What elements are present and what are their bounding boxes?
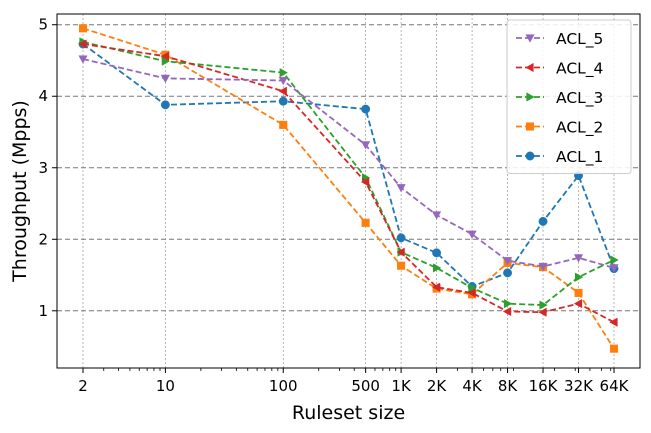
- data-point: [502, 306, 512, 317]
- data-point: [539, 300, 548, 310]
- data-point: [160, 74, 171, 84]
- data-point: [538, 262, 548, 272]
- data-point: [503, 268, 513, 278]
- data-point: [161, 56, 171, 66]
- data-point: [160, 100, 170, 110]
- data-point: [78, 24, 88, 33]
- data-point: [361, 104, 371, 114]
- legend-item: ACL_4: [516, 60, 603, 79]
- x-tick-label: 4K: [462, 377, 483, 395]
- x-tick-label: 100: [269, 377, 298, 395]
- series-acl-5: [78, 55, 619, 273]
- y-tick-label: 1: [38, 302, 48, 320]
- data-point: [503, 299, 513, 309]
- y-tick-label: 5: [38, 16, 48, 34]
- legend-item: ACL_5: [516, 30, 603, 49]
- plot-frame: [56, 13, 641, 369]
- legend-item: ACL_3: [516, 89, 603, 108]
- legend-label: ACL_3: [556, 89, 603, 108]
- legend-marker: [525, 62, 534, 73]
- data-point: [574, 272, 584, 282]
- data-point: [396, 247, 405, 257]
- data-point: [431, 211, 442, 220]
- data-point: [278, 86, 287, 96]
- data-point: [432, 263, 442, 273]
- data-point: [467, 230, 477, 239]
- data-point: [397, 261, 406, 270]
- x-tick-label: 1K: [391, 377, 412, 395]
- legend-label: ACL_1: [556, 148, 603, 167]
- series-line: [82, 43, 615, 288]
- series-line: [82, 41, 615, 306]
- data-point: [431, 282, 441, 292]
- data-point: [278, 76, 288, 86]
- data-point: [279, 120, 288, 129]
- axis-ticks: 2 10 100 500 1K 2K 4K 8K 16K 32K 64K 1 2 3 4 5: [38, 16, 629, 395]
- legend-label: ACL_2: [556, 119, 603, 138]
- legend-marker: [525, 34, 535, 43]
- legend-box: [506, 19, 632, 174]
- legend-marker: [525, 151, 535, 161]
- x-tick-label: 2: [78, 377, 88, 395]
- legend-item: ACL_2: [516, 119, 603, 138]
- data-point: [573, 299, 583, 309]
- y-tick-label: 3: [38, 159, 48, 177]
- series-lines: [78, 24, 619, 353]
- data-point: [609, 344, 619, 353]
- data-point: [574, 288, 583, 297]
- y-axis-title: Throughput (Mpps): [9, 100, 31, 283]
- data-point: [468, 283, 477, 293]
- data-point: [609, 264, 619, 273]
- legend-item: ACL_1: [516, 148, 603, 167]
- legend: ACL_5 ACL_4 ACL_3 ACL_2 ACL_1: [506, 19, 632, 174]
- data-point: [278, 96, 288, 106]
- legend-label: ACL_5: [556, 30, 603, 49]
- data-point: [573, 254, 584, 263]
- data-point: [610, 255, 619, 265]
- data-point: [432, 248, 442, 258]
- data-point: [609, 317, 618, 327]
- x-tick-label: 16K: [529, 377, 559, 395]
- x-tick-label: 32K: [564, 377, 594, 395]
- data-point: [78, 55, 88, 64]
- y-tick-label: 2: [38, 230, 48, 248]
- legend-label: ACL_4: [556, 60, 603, 79]
- data-point: [361, 141, 371, 150]
- x-tick-label: 64K: [600, 377, 630, 395]
- data-point: [361, 218, 370, 227]
- data-point: [538, 216, 548, 226]
- data-point: [467, 288, 476, 298]
- data-point: [502, 257, 513, 266]
- x-tick-label: 8K: [498, 377, 519, 395]
- legend-marker: [525, 122, 535, 131]
- x-tick-label: 10: [156, 377, 175, 395]
- data-point: [396, 233, 406, 243]
- data-point: [78, 39, 87, 49]
- x-tick-label: 500: [351, 377, 380, 395]
- x-tick-label: 2K: [427, 377, 448, 395]
- x-axis-title: Ruleset size: [292, 402, 405, 424]
- data-point: [160, 51, 169, 61]
- data-point: [396, 184, 406, 193]
- data-point: [360, 177, 370, 187]
- data-point: [279, 68, 288, 78]
- legend-marker: [526, 92, 535, 102]
- data-point: [538, 307, 547, 317]
- y-tick-label: 4: [38, 87, 48, 105]
- grid-lines: [57, 14, 640, 368]
